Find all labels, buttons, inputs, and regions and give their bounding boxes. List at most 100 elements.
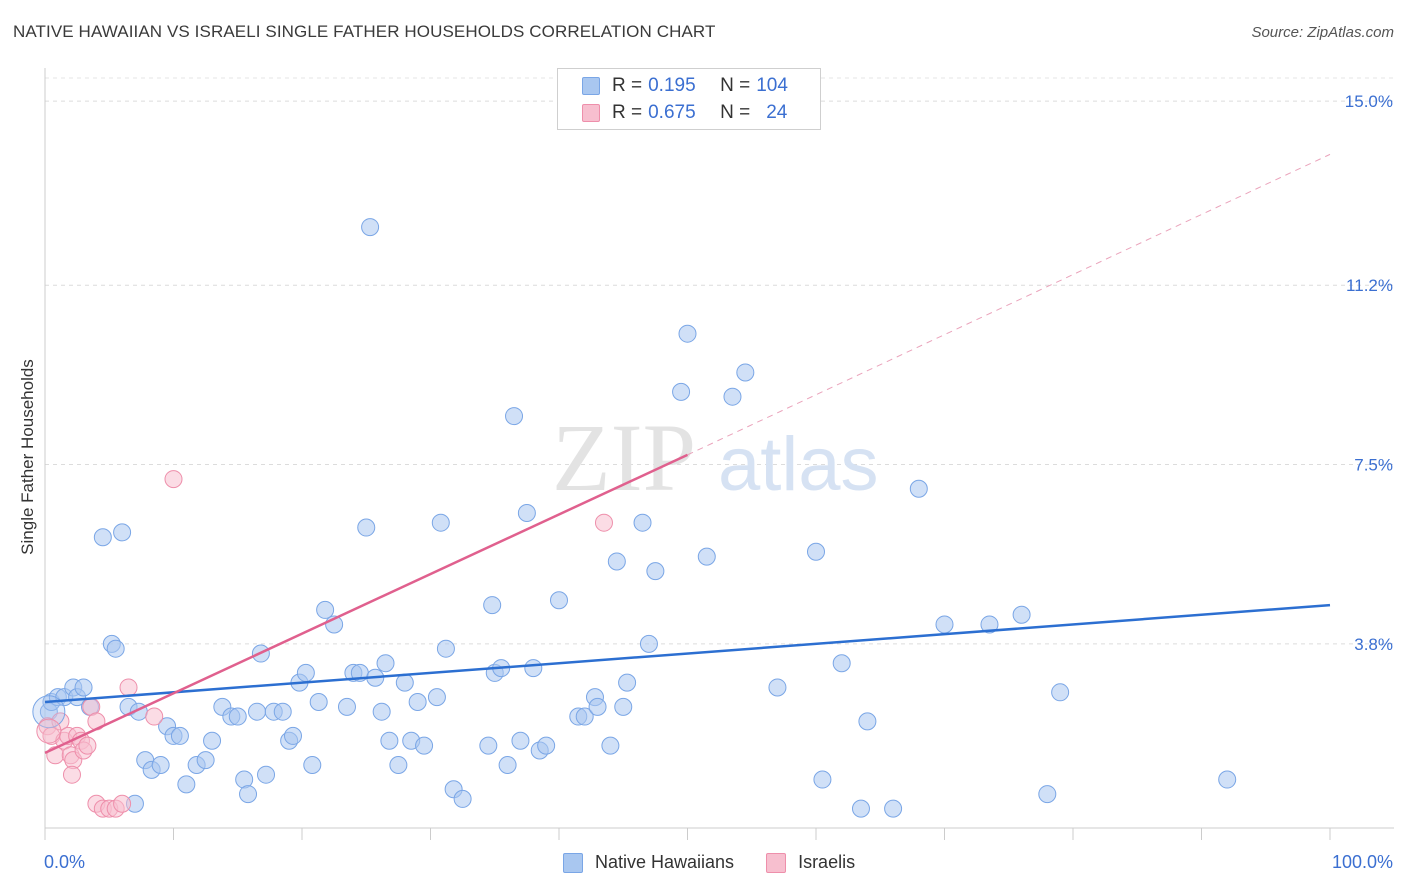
point-native-hawaiian [588, 697, 607, 716]
point-native-hawaiian [672, 382, 691, 401]
y-tick-label: 3.8% [1354, 635, 1393, 654]
legend-swatch-pink [766, 852, 787, 873]
point-native-hawaiian [380, 731, 399, 750]
tick-labels: 3.8% 7.5% 11.2% 15.0% 0.0% 100.0% [44, 92, 1393, 872]
legend-swatch-blue [563, 852, 583, 873]
point-native-hawaiian [106, 639, 125, 658]
point-native-hawaiian [614, 697, 633, 716]
y-tick-label: 11.2% [1346, 276, 1393, 295]
point-native-hawaiian [980, 615, 999, 634]
point-native-hawaiian [1218, 770, 1237, 789]
point-native-hawaiian [1012, 605, 1031, 624]
point-native-hawaiian [639, 634, 658, 653]
point-native-hawaiian [361, 218, 380, 237]
legend-item-israelis[interactable]: Israelis [766, 852, 855, 873]
point-native-hawaiian [395, 673, 414, 692]
point-native-hawaiian [618, 673, 637, 692]
point-native-hawaiian [151, 756, 170, 774]
point-native-hawaiian [524, 659, 543, 678]
point-israeli [62, 765, 81, 784]
point-native-hawaiian [858, 712, 877, 731]
r-label: R = [612, 102, 643, 123]
legend-label: Native Hawaiians [595, 852, 735, 872]
point-native-hawaiian [284, 726, 303, 745]
n-label: N = [720, 75, 751, 96]
point-native-hawaiian [93, 528, 112, 547]
legend-swatch-pink [582, 104, 600, 122]
y-tick-label: 7.5% [1354, 456, 1393, 475]
point-native-hawaiian [511, 731, 530, 750]
point-israeli [594, 513, 613, 532]
point-native-hawaiian [768, 678, 787, 697]
r-label: R = [612, 75, 643, 96]
legend-row-native-hawaiians: R = 0.195 N = 104 [582, 75, 788, 97]
trend-extension-israelis [687, 153, 1331, 456]
trend-lines [44, 153, 1331, 755]
point-israeli [164, 470, 183, 489]
point-native-hawaiian [517, 504, 536, 522]
point-native-hawaiian [736, 363, 755, 382]
point-native-hawaiian [807, 542, 825, 561]
point-native-hawaiian [1038, 785, 1057, 804]
point-native-hawaiian [257, 765, 276, 784]
point-native-hawaiian [537, 736, 556, 755]
point-native-hawaiian [337, 697, 356, 716]
legend-item-native-hawaiians[interactable]: Native Hawaiians [563, 852, 734, 873]
point-native-hawaiian [723, 387, 742, 406]
legend-label: Israelis [798, 852, 856, 872]
n-value: 104 [756, 75, 788, 96]
point-native-hawaiian [483, 596, 502, 615]
point-native-hawaiian [357, 518, 376, 537]
point-native-hawaiian [273, 702, 292, 721]
point-native-hawaiian [113, 523, 132, 542]
point-israeli [78, 736, 97, 755]
point-native-hawaiian [436, 639, 455, 658]
point-israeli [145, 707, 164, 726]
point-native-hawaiian [408, 693, 427, 711]
point-native-hawaiian [303, 756, 322, 774]
point-native-hawaiian [884, 799, 903, 818]
legend-swatch-blue [582, 77, 600, 95]
point-native-hawaiian [74, 678, 93, 697]
point-native-hawaiian [678, 324, 697, 343]
x-tick-label: 100.0% [1332, 852, 1393, 872]
series-legend: Native Hawaiians Israelis [563, 852, 887, 873]
point-native-hawaiian [550, 591, 568, 610]
point-native-hawaiian [601, 736, 620, 755]
point-native-hawaiian [909, 479, 928, 498]
watermark: ZIP atlas [552, 404, 879, 511]
n-label: N = [720, 102, 751, 123]
watermark-atlas: atlas [718, 422, 879, 507]
x-tick-label: 0.0% [44, 852, 85, 872]
point-native-hawaiian [316, 600, 335, 619]
point-native-hawaiian [427, 688, 446, 707]
r-value: 0.195 [648, 75, 696, 96]
point-native-hawaiian [372, 702, 391, 721]
point-israeli [113, 794, 132, 813]
legend-row-israelis: R = 0.675 N = 24 [582, 102, 787, 124]
points-layer [32, 218, 1237, 818]
chart-title: NATIVE HAWAIIAN VS ISRAELI SINGLE FATHER… [13, 22, 716, 41]
point-native-hawaiian [228, 707, 247, 726]
point-israeli [119, 678, 138, 697]
point-native-hawaiian [505, 407, 524, 426]
point-native-hawaiian [196, 751, 215, 770]
watermark-zip: ZIP [552, 404, 696, 511]
point-native-hawaiian [177, 775, 196, 794]
point-native-hawaiian [203, 731, 222, 750]
point-native-hawaiian [296, 663, 315, 682]
point-native-hawaiian [935, 615, 954, 634]
point-native-hawaiian [248, 702, 267, 721]
trend-line-native-hawaiians [44, 603, 1331, 704]
point-native-hawaiian [607, 552, 626, 571]
point-native-hawaiian [575, 707, 594, 726]
r-value: 0.675 [648, 102, 696, 123]
point-native-hawaiian [1051, 683, 1070, 702]
axes [44, 68, 1394, 840]
point-native-hawaiian [498, 756, 517, 774]
n-value: 24 [766, 102, 788, 123]
point-native-hawaiian [431, 513, 450, 532]
stats-legend: R = 0.195 N = 104 R = 0.675 N = 24 [557, 68, 821, 130]
point-cluster-native-hawaiian [32, 695, 66, 729]
